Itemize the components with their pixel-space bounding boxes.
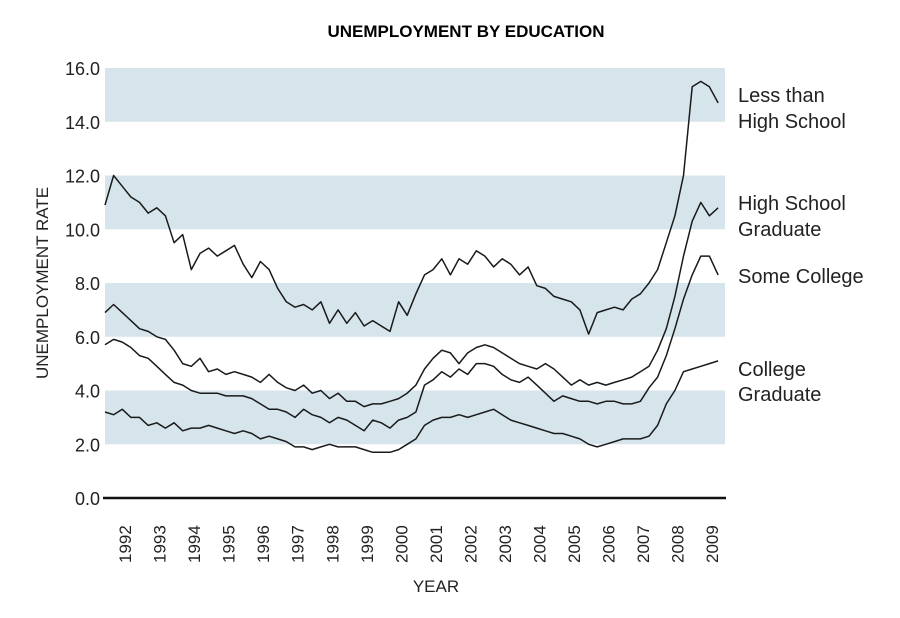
- shaded-band: [105, 175, 725, 230]
- y-tick-label: 4.0: [75, 382, 100, 402]
- x-tick-label: 2002: [461, 525, 480, 563]
- chart-title: UNEMPLOYMENT BY EDUCATION: [327, 22, 604, 41]
- x-axis-title: YEAR: [413, 577, 459, 596]
- series-line-some-college: [104, 255, 719, 432]
- shaded-band: [105, 283, 725, 337]
- x-tick-label: 2009: [703, 525, 722, 563]
- series-label: Graduate: [738, 219, 821, 241]
- series-line-high-school-graduate: [104, 201, 719, 408]
- y-tick-label: 10.0: [65, 220, 100, 240]
- x-tick-label: 1994: [185, 525, 204, 563]
- x-tick-label: 1993: [151, 525, 170, 563]
- y-tick-label: 16.0: [65, 59, 100, 79]
- x-tick-label: 2008: [669, 525, 688, 563]
- y-axis-title: UNEMPLOYMENT RATE: [33, 187, 52, 379]
- series-label: High School: [738, 193, 846, 215]
- x-tick-label: 1997: [289, 525, 308, 563]
- x-tick-label: 1999: [358, 525, 377, 563]
- shaded-band: [105, 390, 725, 445]
- y-tick-label: 14.0: [65, 113, 100, 133]
- x-tick-label: 1998: [323, 525, 342, 563]
- y-tick-label: 8.0: [75, 274, 100, 294]
- y-tick-label: 12.0: [65, 167, 100, 187]
- series-label: Graduate: [738, 384, 821, 406]
- x-tick-label: 2005: [565, 525, 584, 563]
- x-tick-label: 2007: [634, 525, 653, 563]
- y-tick-label: 0.0: [75, 489, 100, 509]
- x-tick-label: 2003: [496, 525, 515, 563]
- series-label: Less than: [738, 85, 825, 107]
- series-label: Some College: [738, 266, 864, 288]
- series-line-college-graduate: [104, 360, 719, 454]
- y-tick-label: 2.0: [75, 435, 100, 455]
- x-tick-label: 2004: [531, 525, 550, 563]
- shaded-band: [105, 68, 725, 122]
- x-tick-label: 2000: [392, 525, 411, 563]
- series-label: College: [738, 359, 806, 381]
- series-label: High School: [738, 111, 846, 133]
- x-tick-label: 1995: [220, 525, 239, 563]
- x-tick-label: 2006: [600, 525, 619, 563]
- x-tick-label: 1996: [254, 525, 273, 563]
- x-tick-label: 1992: [116, 525, 135, 563]
- x-tick-label: 2001: [427, 525, 446, 563]
- series-line-less-than-high-school: [104, 80, 719, 335]
- y-tick-label: 6.0: [75, 328, 100, 348]
